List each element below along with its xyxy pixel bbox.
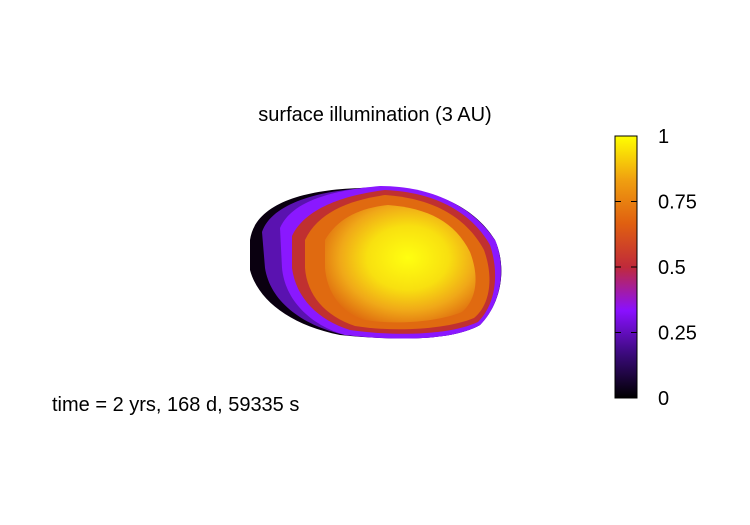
chart-title: surface illumination (3 AU) <box>258 104 492 126</box>
colorbar-tick-label: 0.5 <box>658 257 686 279</box>
colorbar: 0 0.25 0.5 0.75 1 <box>614 126 697 410</box>
colorbar-tick-label: 0.25 <box>658 323 697 345</box>
colorbar-tick-label: 1 <box>658 126 669 148</box>
colorbar-tick-label: 0.75 <box>658 192 697 214</box>
time-annotation: time = 2 yrs, 168 d, 59335 s <box>52 394 300 416</box>
surface-lit-core <box>325 205 476 323</box>
asteroid-surface <box>250 186 502 339</box>
colorbar-tick-label: 0 <box>658 388 669 410</box>
